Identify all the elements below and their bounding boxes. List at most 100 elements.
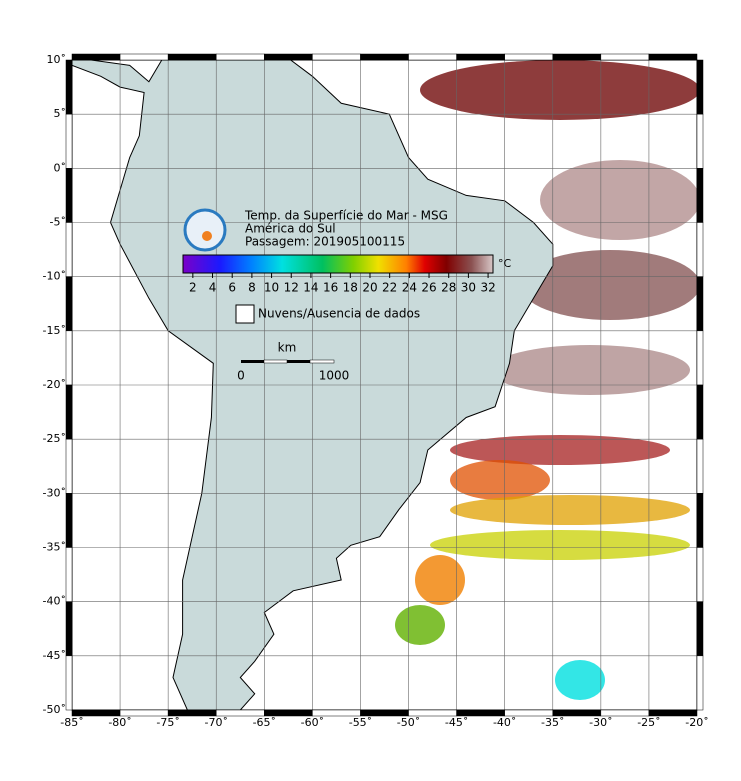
colorbar-tick-label: 28	[441, 281, 456, 295]
frame-segment	[648, 53, 698, 61]
frame-segment	[65, 330, 73, 386]
sst-patch	[450, 435, 670, 465]
frame-segment	[504, 53, 554, 61]
sst-patches	[395, 60, 697, 700]
sst-patch	[395, 605, 445, 645]
colorbar-tick-label: 16	[323, 281, 338, 295]
frame-segment	[696, 59, 704, 115]
colorbar-tick-label: 6	[228, 281, 236, 295]
sst-patch	[490, 345, 690, 395]
frame-segment	[65, 438, 73, 494]
lon-tick-label: -80˚	[108, 716, 131, 729]
frame-segment	[167, 53, 217, 61]
frame-segment	[600, 53, 650, 61]
pass-time: Passagem: 201905100115	[245, 235, 405, 249]
subtitle: América do Sul	[245, 222, 336, 236]
lon-tick-label: -45˚	[445, 716, 468, 729]
scale-unit: km	[278, 341, 297, 355]
lon-tick-label: -20˚	[685, 716, 708, 729]
frame-segment	[65, 168, 73, 223]
lat-tick-label: -10˚	[43, 270, 66, 283]
lon-tick-label: -70˚	[204, 716, 227, 729]
lat-tick-label: -40˚	[43, 595, 66, 608]
scale-tick-label: 0	[237, 369, 245, 383]
lon-tick-label: -35˚	[541, 716, 564, 729]
sst-patch	[520, 250, 697, 320]
frame-segment	[696, 655, 704, 711]
frame-segment	[65, 276, 73, 332]
frame-segment	[552, 53, 602, 61]
lon-tick-label: -60˚	[301, 716, 324, 729]
frame-segment	[65, 59, 73, 115]
frame-segment	[65, 222, 73, 277]
colorbar-tick-label: 8	[248, 281, 256, 295]
frame-segment	[696, 601, 704, 657]
scale-tick-label: 1000	[319, 369, 350, 383]
colorbar-tick-label: 26	[421, 281, 436, 295]
lon-tick-label: -55˚	[349, 716, 372, 729]
lon-tick-label: -40˚	[493, 716, 516, 729]
colorbar-tick-label: 14	[303, 281, 318, 295]
lat-tick-label: -50˚	[43, 703, 66, 716]
frame-segment	[360, 53, 409, 61]
frame-segment	[696, 222, 704, 277]
colorbar-tick-label: 4	[209, 281, 217, 295]
lat-tick-label: -30˚	[43, 486, 66, 499]
colorbar: °C 2 4 6 8 10 12 14 16 18 20 22 24 26 28 30 32	[182, 254, 512, 295]
map-frame	[65, 53, 704, 717]
lat-tick-label: -5˚	[50, 216, 66, 229]
sst-patch	[420, 60, 697, 120]
lat-tick-label: -25˚	[43, 432, 66, 445]
colorbar-tick-label: 10	[264, 281, 279, 295]
sst-patch	[430, 530, 690, 560]
scale-bar-line	[241, 360, 334, 363]
frame-segment	[65, 655, 73, 711]
frame-segment	[696, 330, 704, 386]
frame-segment	[65, 493, 73, 548]
lat-tick-label: 5˚	[54, 107, 67, 120]
colorbar-tick-label: 24	[402, 281, 417, 295]
colorbar-tick-label: 32	[480, 281, 495, 295]
colorbar-tick-label: 18	[343, 281, 358, 295]
lat-tick-label: 10˚	[47, 53, 67, 66]
scale-bar-segment	[263, 359, 288, 364]
colorbar-tick-label: 22	[382, 281, 397, 295]
frame-segment	[65, 547, 73, 602]
inpe-logo-dot	[202, 231, 212, 241]
legend-swatch	[235, 304, 255, 324]
lat-tick-label: -20˚	[43, 378, 66, 391]
lon-tick-label: -30˚	[589, 716, 612, 729]
colorbar-tick-label: 12	[284, 281, 299, 295]
frame-segment	[696, 276, 704, 332]
sst-patch	[450, 495, 690, 525]
frame-segment	[65, 384, 73, 440]
colorbar-tick-label: 20	[362, 281, 377, 295]
legend: Nuvens/Ausencia de dados	[235, 304, 420, 324]
frame-segment	[119, 53, 169, 61]
frame-segment	[696, 438, 704, 494]
frame-segment	[264, 53, 313, 61]
frame-segment	[456, 53, 505, 61]
frame-segment	[696, 384, 704, 440]
inpe-logo	[183, 208, 227, 252]
scale-bar: km 0 1000	[237, 341, 349, 383]
frame-segment	[696, 547, 704, 602]
frame-segment	[65, 113, 73, 169]
title: Temp. da Superfície do Mar - MSG	[244, 209, 448, 223]
lat-tick-label: -15˚	[43, 324, 66, 337]
lon-tick-label: -25˚	[637, 716, 660, 729]
lat-tick-label: -35˚	[43, 541, 66, 554]
sst-patch	[555, 660, 605, 700]
lon-tick-label: -50˚	[397, 716, 420, 729]
frame-segment	[312, 53, 361, 61]
lon-tick-label: -75˚	[156, 716, 179, 729]
lat-tick-label: -45˚	[43, 649, 66, 662]
lon-tick-label: -65˚	[253, 716, 276, 729]
frame-segment	[65, 601, 73, 657]
colorbar-unit: °C	[498, 257, 512, 270]
frame-segment	[71, 53, 121, 61]
frame-segment	[696, 113, 704, 169]
lon-tick-label: -85˚	[60, 716, 83, 729]
title-block: Temp. da Superfície do Mar - MSG América…	[183, 208, 448, 252]
